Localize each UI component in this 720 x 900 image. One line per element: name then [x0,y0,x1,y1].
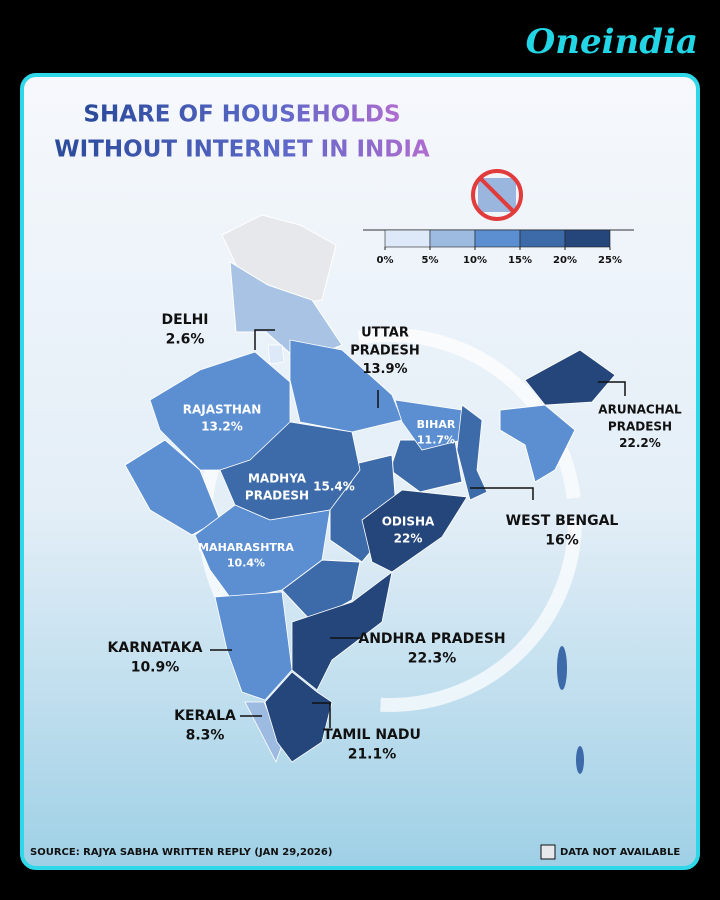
leader-line [312,702,331,728]
no-internet-icon [471,169,523,221]
state-name: KERALA [174,708,236,724]
state-region [267,344,285,365]
icon-ring [471,169,523,221]
legend-tick-label: 20% [553,255,577,266]
islands [557,646,567,690]
leader-line [598,381,626,396]
state-value: 22.3% [408,651,457,667]
state-name: PRADESH [608,419,672,433]
state-name: PRADESH [350,344,420,359]
state-value: 22.2% [619,436,661,450]
no-data-swatch [540,844,556,860]
legend: 0% 5% 10% 15% 20% 25% [377,229,622,266]
state-region [456,404,488,501]
title-line: SHARE OF HOUSEHOLDS [83,102,400,128]
state-value: 10.9% [131,660,180,676]
state-region [394,399,463,451]
labels: DELHI 2.6% UTTAR PRADESH 13.9% RAJASTHAN 13.2%… [108,312,683,763]
legend-tick-label: 25% [598,255,622,266]
state-name: RAJASTHAN [183,403,261,417]
state-name: MADHYA [248,472,307,486]
title-line: WITHOUT INTERNET IN INDIA [54,137,430,163]
state-value: 16% [545,533,579,549]
state-name: BIHAR [417,418,456,431]
legend-swatch [429,229,476,248]
region [499,404,576,483]
state-name: ODISHA [382,515,435,529]
legend-tick-label: 10% [463,255,487,266]
state-name: WEST BENGAL [506,513,619,529]
state-region [194,504,331,601]
no-data-label: DATA NOT AVAILABLE [560,847,680,858]
legend-tick-label: 15% [508,255,532,266]
leader-line [254,329,275,350]
state-value: 13.9% [362,362,407,377]
state-value: 22% [394,531,423,545]
state-name: TAMIL NADU [323,727,421,743]
state-value: 15.4% [313,480,355,494]
state-name: ARUNACHAL [598,403,682,417]
state-value: 13.2% [201,419,243,433]
state-value: 2.6% [166,332,205,348]
state-name: UTTAR [361,326,409,341]
state-region [524,349,616,406]
state-region [264,671,333,763]
icon-slash [478,176,516,214]
legend-swatch [519,229,566,248]
leader-line [470,487,534,500]
state-name: MAHARASHTRA [198,541,294,554]
state-region [291,571,393,691]
map [124,214,616,774]
legend-tick-label: 0% [377,255,394,266]
source: SOURCE: RAJYA SABHA WRITTEN REPLY (JAN 2… [30,847,332,858]
state-name: PRADESH [245,488,309,502]
state-value: 10.4% [227,556,265,569]
state-name: DELHI [161,312,208,328]
state-region [289,339,403,433]
state-value: 21.1% [348,747,397,763]
islands [576,746,584,774]
state-region [361,489,468,573]
state-value: 8.3% [186,728,225,744]
state-name: KARNATAKA [108,640,203,656]
state-value: 11.7% [417,433,455,446]
brand-logo: Oneindia [526,22,698,62]
legend-swatch [384,229,431,248]
legend-tick-label: 5% [422,255,439,266]
legend-swatch [474,229,521,248]
state-name: ANDHRA PRADESH [358,631,505,647]
legend-swatch [564,229,611,248]
